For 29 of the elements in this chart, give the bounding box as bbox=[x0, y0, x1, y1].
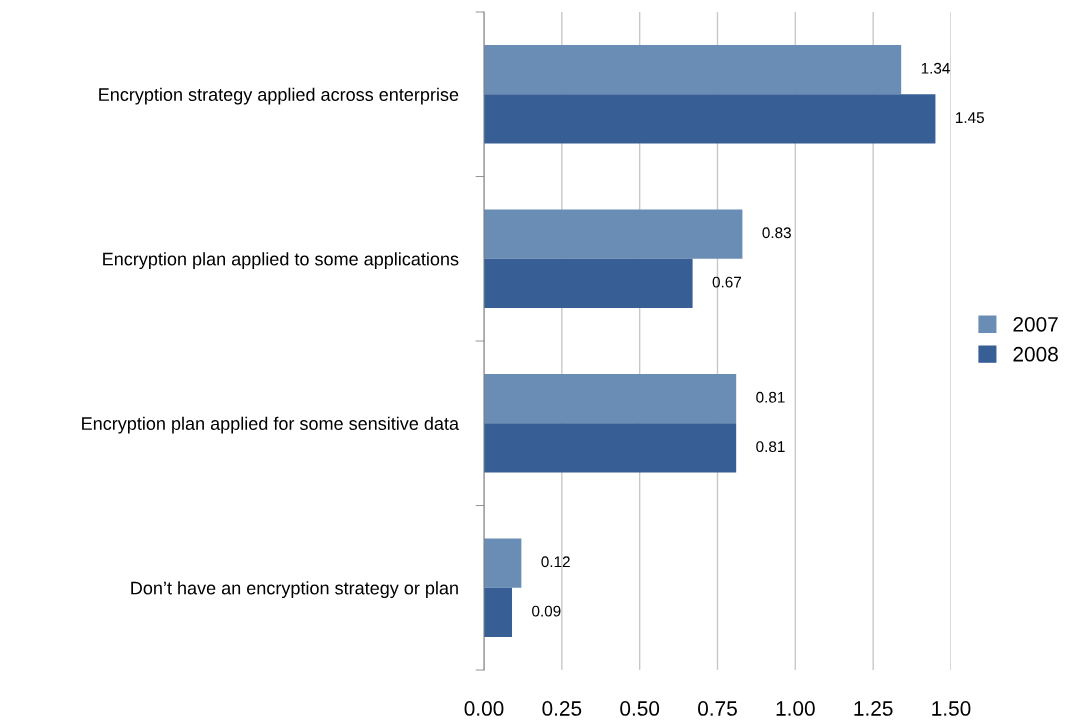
x-tick-label: 0.00 bbox=[464, 701, 504, 716]
data-label: 0.12 bbox=[541, 556, 570, 568]
bar bbox=[484, 258, 693, 309]
y-tick-label: Don’t have an encryption strategy or plan bbox=[131, 581, 458, 599]
data-label: 0.67 bbox=[712, 276, 742, 288]
data-label: 1.34 bbox=[921, 62, 950, 74]
x-tick-label: 1.00 bbox=[776, 701, 815, 716]
legend-label: 2007 bbox=[1013, 316, 1058, 332]
bar bbox=[484, 209, 743, 259]
data-label: 0.81 bbox=[756, 441, 785, 453]
x-tick-label: 1.25 bbox=[854, 701, 893, 716]
bar bbox=[484, 373, 737, 424]
y-tick-label: Encryption plan applied to some applications bbox=[103, 252, 459, 270]
x-tick-label: 0.75 bbox=[698, 701, 737, 716]
y-tick-label: Encryption strategy applied across enterprise bbox=[99, 87, 459, 105]
bar bbox=[484, 423, 737, 473]
x-tick-label: 0.25 bbox=[542, 701, 582, 716]
y-tick-label: Encryption plan applied for some sensitive data bbox=[82, 416, 460, 434]
bar bbox=[484, 94, 936, 144]
bar bbox=[484, 587, 513, 638]
data-label: 0.09 bbox=[532, 605, 561, 617]
bar bbox=[484, 538, 522, 588]
legend-label: 2008 bbox=[1013, 346, 1058, 362]
bar bbox=[484, 44, 902, 95]
x-tick-label: 0.50 bbox=[620, 701, 660, 716]
data-label: 0.81 bbox=[756, 391, 785, 403]
data-label: 0.83 bbox=[762, 227, 791, 239]
data-label: 1.45 bbox=[956, 112, 984, 124]
x-tick-label: 1.50 bbox=[932, 701, 971, 716]
